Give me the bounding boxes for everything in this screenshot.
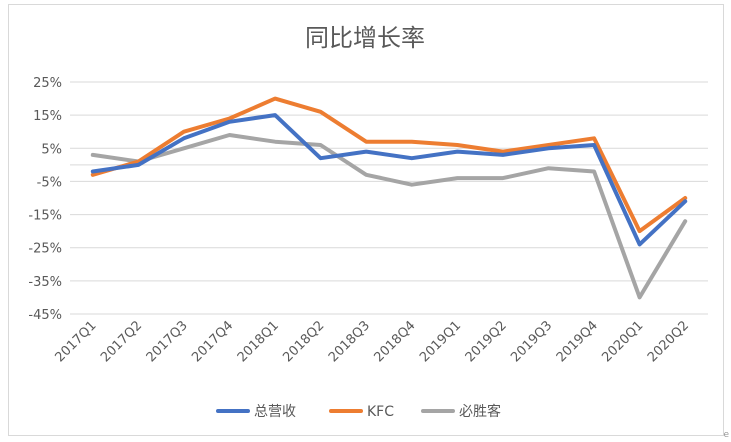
y-tick-label: -45% <box>28 308 62 323</box>
legend-label: 必胜客 <box>459 403 501 420</box>
y-tick-label: -35% <box>28 275 62 290</box>
x-tick-label: 2019Q2 <box>463 318 510 365</box>
x-tick-label: 2019Q4 <box>554 318 601 365</box>
y-tick-label: 5% <box>41 142 62 157</box>
legend-label: KFC <box>367 404 394 420</box>
x-tick-label: 2019Q3 <box>508 318 555 365</box>
series-line-3 <box>90 133 688 300</box>
x-tick-label: 2018Q1 <box>235 318 282 365</box>
x-tick-label: 2018Q2 <box>280 318 327 365</box>
chart-frame <box>8 4 724 436</box>
x-axis-ticks: 2017Q12017Q22017Q32017Q42018Q12018Q22018… <box>53 318 693 365</box>
x-tick-label: 2017Q3 <box>144 318 191 365</box>
y-tick-label: 25% <box>33 76 62 91</box>
legend-label: 总营收 <box>254 404 296 420</box>
corner-mark: e <box>723 430 729 440</box>
x-tick-label: 2018Q4 <box>372 318 419 365</box>
series-lines <box>90 96 688 300</box>
y-tick-label: -5% <box>37 175 62 190</box>
series-line-2 <box>90 96 688 234</box>
y-tick-label: -15% <box>28 209 62 224</box>
x-tick-label: 2020Q2 <box>645 318 692 365</box>
x-tick-label: 2017Q2 <box>98 318 145 365</box>
gridlines <box>70 81 708 315</box>
x-tick-label: 2019Q1 <box>417 318 464 365</box>
x-tick-label: 2017Q1 <box>53 318 100 365</box>
series-line-1 <box>90 113 688 247</box>
x-tick-label: 2017Q4 <box>189 318 236 365</box>
x-tick-label: 2018Q3 <box>326 318 373 365</box>
legend: 总营收 KFC 必胜客 <box>216 403 501 420</box>
y-tick-label: 15% <box>33 109 62 124</box>
y-tick-label: -25% <box>28 242 62 257</box>
chart-title: 同比增长率 <box>305 24 425 52</box>
x-tick-label: 2020Q1 <box>599 318 646 365</box>
y-axis-ticks: 25% 15% 5% -5% -15% -25% -35% -45% <box>28 76 62 323</box>
